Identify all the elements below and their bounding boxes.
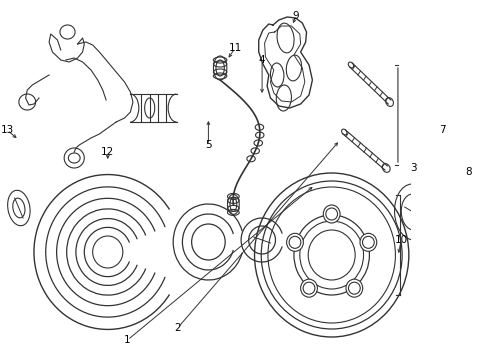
Text: 13: 13 xyxy=(0,125,14,135)
Text: 8: 8 xyxy=(464,167,471,177)
Text: 10: 10 xyxy=(394,235,407,245)
Ellipse shape xyxy=(452,186,483,230)
Text: 4: 4 xyxy=(258,55,265,65)
Text: 1: 1 xyxy=(124,335,131,345)
Text: 12: 12 xyxy=(101,147,114,157)
Text: 3: 3 xyxy=(409,163,415,173)
Ellipse shape xyxy=(286,233,303,251)
Ellipse shape xyxy=(359,233,376,251)
Text: 2: 2 xyxy=(174,323,181,333)
Ellipse shape xyxy=(346,279,362,297)
Ellipse shape xyxy=(478,186,488,224)
Text: 5: 5 xyxy=(204,140,211,150)
Ellipse shape xyxy=(300,279,317,297)
Text: 11: 11 xyxy=(228,43,242,53)
Text: 9: 9 xyxy=(292,11,298,21)
Ellipse shape xyxy=(323,205,339,223)
Text: 7: 7 xyxy=(438,125,445,135)
